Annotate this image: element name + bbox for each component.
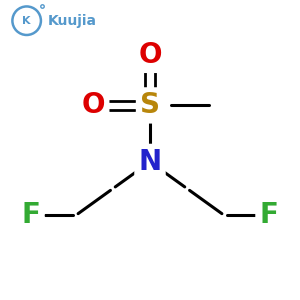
Text: F: F bbox=[260, 201, 278, 230]
Text: K: K bbox=[22, 16, 31, 26]
Text: F: F bbox=[22, 201, 40, 230]
Text: O: O bbox=[82, 92, 105, 119]
Text: Kuujia: Kuujia bbox=[47, 14, 97, 28]
Text: S: S bbox=[140, 92, 160, 119]
Text: O: O bbox=[138, 41, 162, 69]
Text: N: N bbox=[138, 148, 162, 176]
